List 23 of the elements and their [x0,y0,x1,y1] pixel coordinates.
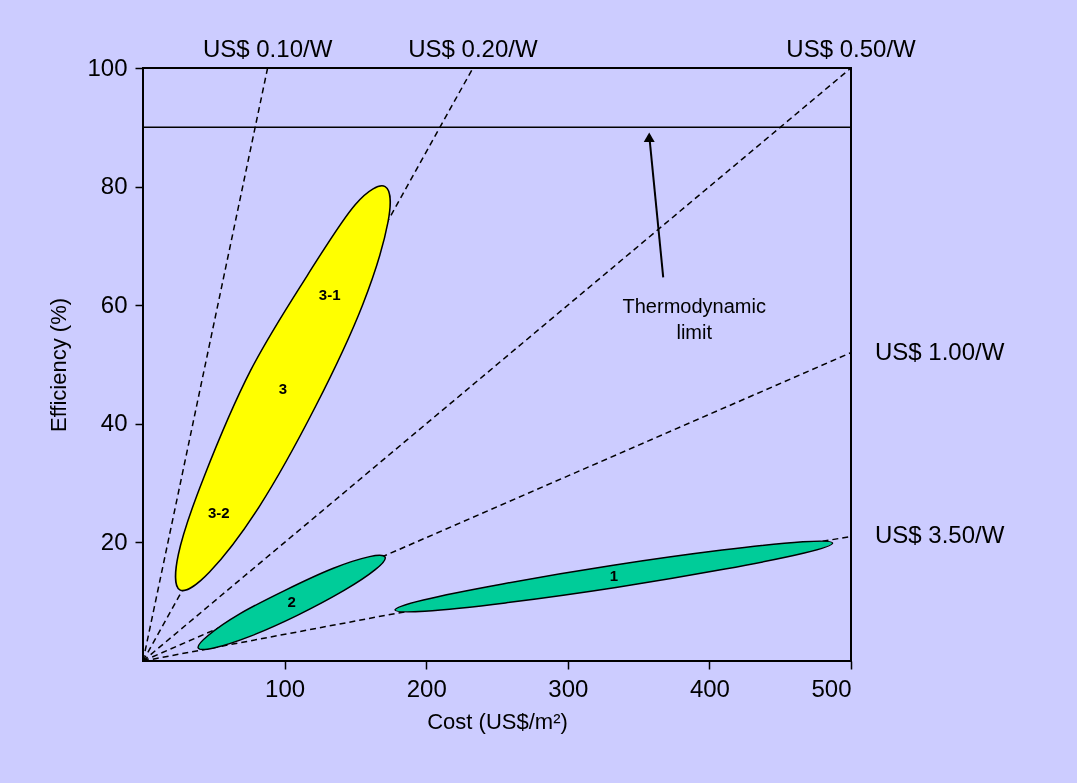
x-tick-label: 500 [811,674,852,702]
y-tick-label: 100 [87,53,128,81]
x-axis-title: Cost (US$/m²) [427,708,568,734]
series-label: 1 [609,567,618,585]
series-label: 3 [278,380,288,398]
x-tick-label: 100 [265,674,306,702]
series-label: US$ 0.10/W [202,35,333,62]
y-tick-label: 40 [100,409,128,437]
x-tick-label: 200 [406,674,447,702]
y-tick-label: 60 [100,290,128,318]
series-label: US$ 0.50/W [786,35,917,62]
series-label: US$ 3.50/W [875,521,1005,549]
annotation: 3-2 [207,504,230,522]
annotation: 3-1 [318,286,341,304]
ref-line-label: Thermodynamic limit [622,295,766,344]
series-label: US$ 1.00/W [875,337,1005,365]
series-label: US$ 0.20/W [408,35,538,62]
y-tick-label: 20 [100,527,128,555]
y-axis-title: Efficiency (%) [46,297,72,433]
y-tick-label: 80 [100,172,128,200]
x-tick-label: 300 [548,674,589,702]
series-label: 2 [287,593,296,611]
x-tick-label: 400 [689,674,730,702]
